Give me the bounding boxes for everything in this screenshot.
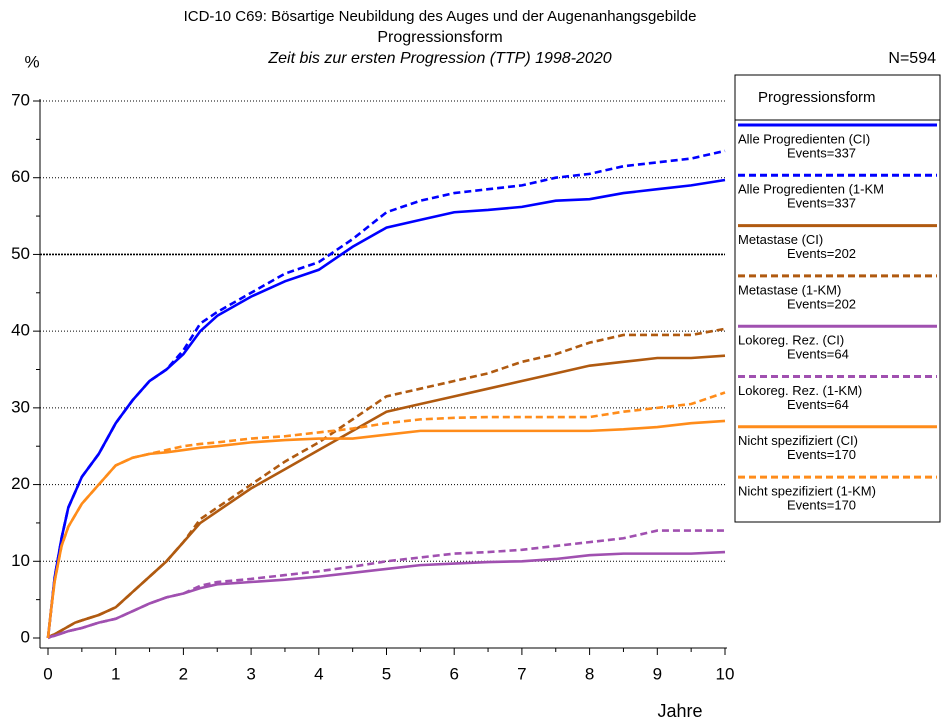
y-tick-label: 40	[11, 321, 30, 340]
x-tick-label: 7	[517, 664, 526, 683]
y-tick-label: 20	[11, 474, 30, 493]
legend-label: Nicht spezifiziert (CI)	[738, 433, 858, 448]
annotation: N=594	[888, 50, 936, 67]
chart-subtitle: Progressionsform	[377, 29, 502, 46]
legend-events: Events=202	[787, 296, 856, 311]
y-tick-label: 70	[11, 90, 30, 109]
legend-label: Lokoreg. Rez. (CI)	[738, 333, 844, 348]
legend-events: Events=337	[787, 145, 856, 160]
chart-subtitle: Zeit bis zur ersten Progression (TTP) 19…	[267, 50, 611, 67]
x-axis-label: Jahre	[657, 701, 702, 721]
legend-title: Progressionsform	[758, 89, 876, 106]
legend-events: Events=202	[787, 246, 856, 261]
legend-events: Events=64	[787, 347, 849, 362]
legend-events: Events=337	[787, 196, 856, 211]
legend-label: Alle Progredienten (1-KM	[738, 182, 884, 197]
legend-label: Nicht spezifiziert (1-KM)	[738, 484, 876, 499]
legend-label: Metastase (1-KM)	[738, 282, 841, 297]
x-tick-label: 0	[43, 664, 52, 683]
x-tick-label: 4	[314, 664, 323, 683]
legend-label: Lokoreg. Rez. (1-KM)	[738, 383, 862, 398]
x-tick-label: 9	[653, 664, 662, 683]
legend-box	[734, 74, 941, 523]
y-tick-label: 50	[11, 244, 30, 263]
series-line	[47, 550, 726, 640]
y-tick-label: 60	[11, 167, 30, 186]
series-line	[46, 419, 726, 639]
legend-events: Events=170	[787, 498, 856, 513]
y-tick-label: 10	[11, 551, 30, 570]
series-line	[47, 327, 726, 640]
series-line	[46, 391, 726, 639]
x-tick-label: 8	[585, 664, 594, 683]
x-tick-label: 6	[449, 664, 458, 683]
series-line	[47, 529, 725, 640]
legend-events: Events=170	[787, 447, 856, 462]
chart-title: ICD-10 C69: Bösartige Neubildung des Aug…	[184, 8, 697, 25]
y-tick-label: 30	[11, 397, 30, 416]
x-tick-label: 2	[179, 664, 188, 683]
series-line	[47, 354, 726, 640]
legend-label: Alle Progredienten (CI)	[738, 131, 870, 146]
y-tick-label: 0	[21, 627, 30, 646]
x-tick-label: 1	[111, 664, 120, 683]
legend-label: Metastase (CI)	[738, 232, 823, 247]
y-axis-label: %	[24, 52, 39, 71]
legend-events: Events=64	[787, 397, 849, 412]
x-tick-label: 10	[716, 664, 735, 683]
x-tick-label: 3	[246, 664, 255, 683]
x-tick-label: 5	[382, 664, 391, 683]
series-line	[46, 149, 726, 639]
